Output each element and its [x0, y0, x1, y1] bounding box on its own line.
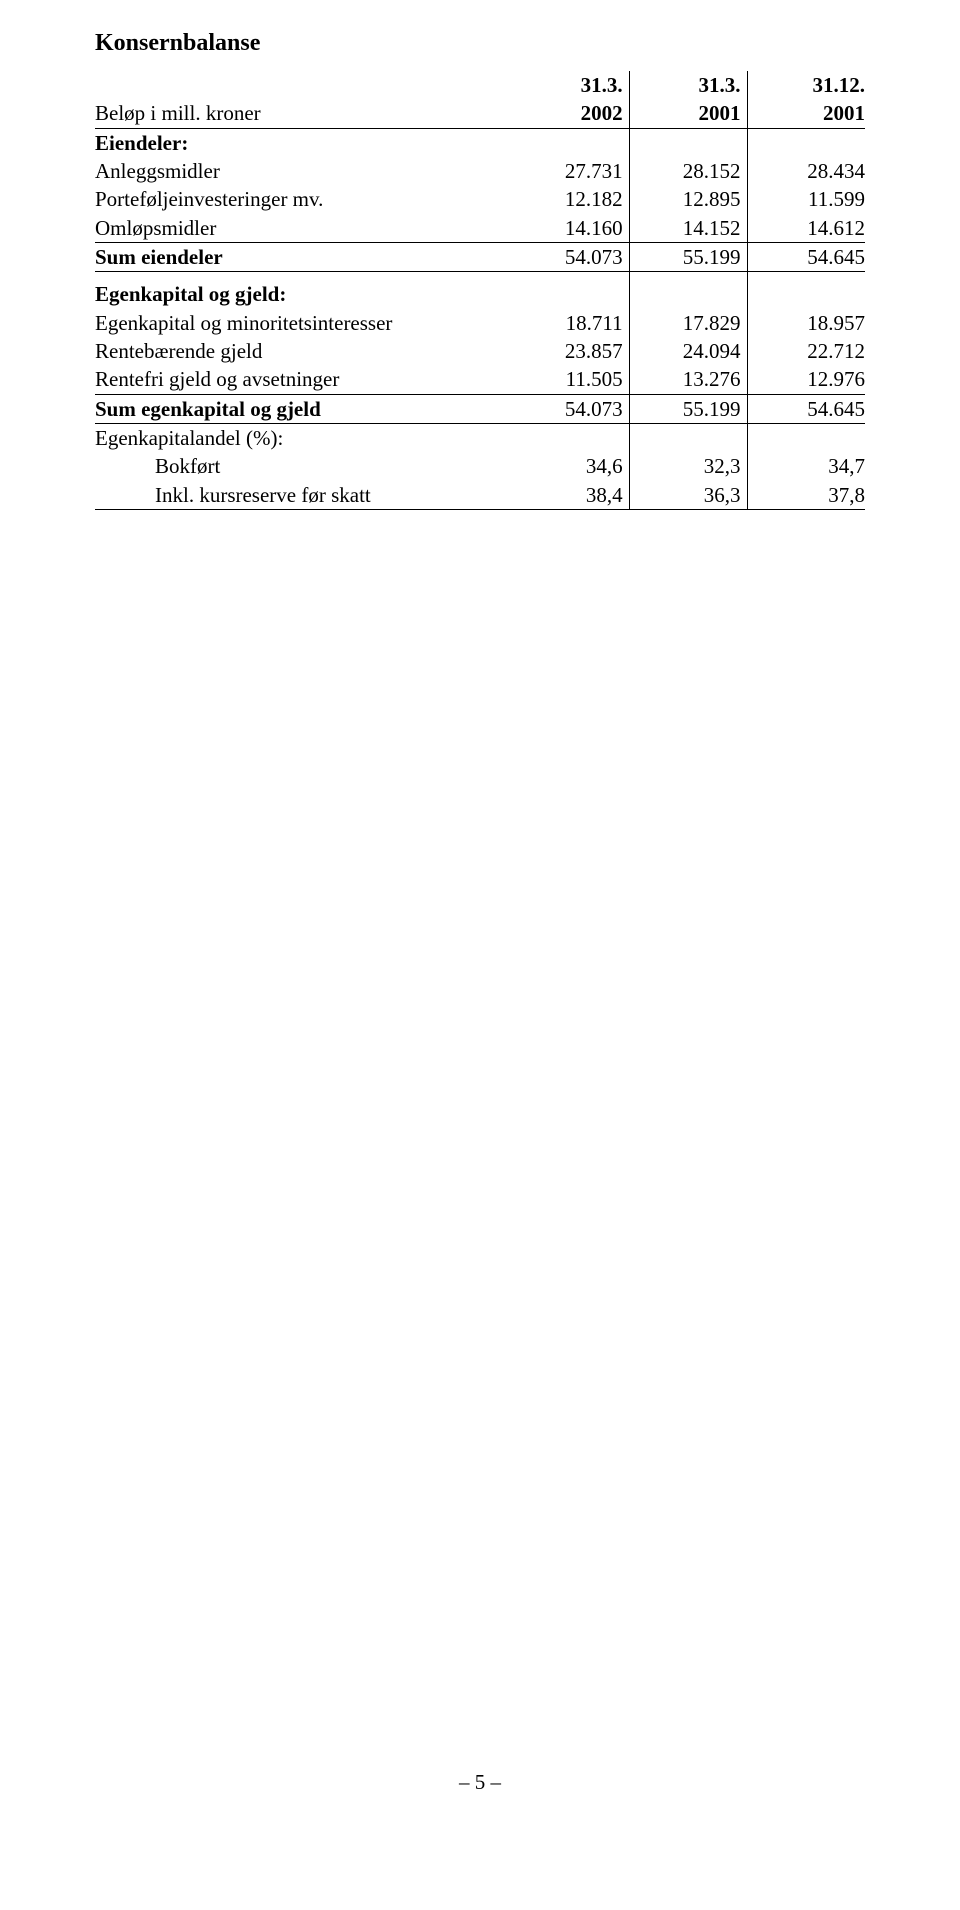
sum-assets-2: 55.199: [629, 243, 747, 272]
header-row-years: Beløp i mill. kroner 2002 2001 2001: [95, 99, 865, 128]
header-year-3: 2001: [747, 99, 865, 128]
ratio-header-label: Egenkapitalandel (%):: [95, 424, 511, 453]
row-val-2: 24.094: [629, 337, 747, 365]
header-date-1: 31.3.: [511, 71, 629, 99]
sum-equity-row: Sum egenkapital og gjeld 54.073 55.199 5…: [95, 394, 865, 423]
row-label: Bokført: [95, 452, 511, 480]
table-row: Rentefri gjeld og avsetninger 11.505 13.…: [95, 365, 865, 394]
row-val-3: 22.712: [747, 337, 865, 365]
row-label: Omløpsmidler: [95, 214, 511, 243]
row-val-3: 11.599: [747, 185, 865, 213]
row-val-1: 34,6: [511, 452, 629, 480]
row-val-2: 28.152: [629, 157, 747, 185]
row-val-2: 14.152: [629, 214, 747, 243]
sum-assets-row: Sum eiendeler 54.073 55.199 54.645: [95, 243, 865, 272]
sum-assets-1: 54.073: [511, 243, 629, 272]
row-val-3: 14.612: [747, 214, 865, 243]
row-val-1: 23.857: [511, 337, 629, 365]
table-row: Egenkapital og minoritetsinteresser 18.7…: [95, 309, 865, 337]
row-val-2: 36,3: [629, 481, 747, 510]
row-val-3: 28.434: [747, 157, 865, 185]
header-year-1: 2002: [511, 99, 629, 128]
sum-assets-3: 54.645: [747, 243, 865, 272]
header-units-label: Beløp i mill. kroner: [95, 99, 511, 128]
assets-section-header: Eiendeler:: [95, 128, 865, 157]
row-val-2: 17.829: [629, 309, 747, 337]
table-row: Anleggsmidler 27.731 28.152 28.434: [95, 157, 865, 185]
table-row: Inkl. kursreserve før skatt 38,4 36,3 37…: [95, 481, 865, 510]
sum-equity-1: 54.073: [511, 394, 629, 423]
equity-section-header: Egenkapital og gjeld:: [95, 280, 865, 308]
ratio-section-header: Egenkapitalandel (%):: [95, 424, 865, 453]
row-label: Rentebærende gjeld: [95, 337, 511, 365]
assets-header-label: Eiendeler:: [95, 128, 511, 157]
table-row: Bokført 34,6 32,3 34,7: [95, 452, 865, 480]
row-val-2: 13.276: [629, 365, 747, 394]
row-val-2: 32,3: [629, 452, 747, 480]
row-label: Egenkapital og minoritetsinteresser: [95, 309, 511, 337]
sum-assets-label: Sum eiendeler: [95, 243, 511, 272]
row-val-1: 12.182: [511, 185, 629, 213]
row-val-1: 11.505: [511, 365, 629, 394]
sum-equity-3: 54.645: [747, 394, 865, 423]
equity-header-label: Egenkapital og gjeld:: [95, 280, 511, 308]
header-date-2: 31.3.: [629, 71, 747, 99]
header-row-dates: 31.3. 31.3. 31.12.: [95, 71, 865, 99]
page-title: Konsernbalanse: [95, 30, 865, 57]
row-val-2: 12.895: [629, 185, 747, 213]
row-val-1: 14.160: [511, 214, 629, 243]
row-val-3: 12.976: [747, 365, 865, 394]
row-label: Anleggsmidler: [95, 157, 511, 185]
table-row: Omløpsmidler 14.160 14.152 14.612: [95, 214, 865, 243]
header-year-2: 2001: [629, 99, 747, 128]
row-label: Rentefri gjeld og avsetninger: [95, 365, 511, 394]
sum-equity-2: 55.199: [629, 394, 747, 423]
sum-equity-label: Sum egenkapital og gjeld: [95, 394, 511, 423]
row-val-3: 37,8: [747, 481, 865, 510]
page-number: – 5 –: [95, 1770, 865, 1795]
row-val-3: 34,7: [747, 452, 865, 480]
row-val-1: 38,4: [511, 481, 629, 510]
table-row: Rentebærende gjeld 23.857 24.094 22.712: [95, 337, 865, 365]
row-label: Porteføljeinvesteringer mv.: [95, 185, 511, 213]
balance-table: 31.3. 31.3. 31.12. Beløp i mill. kroner …: [95, 71, 865, 510]
header-date-3: 31.12.: [747, 71, 865, 99]
row-label: Inkl. kursreserve før skatt: [95, 481, 511, 510]
row-val-3: 18.957: [747, 309, 865, 337]
row-val-1: 27.731: [511, 157, 629, 185]
row-val-1: 18.711: [511, 309, 629, 337]
table-row: Porteføljeinvesteringer mv. 12.182 12.89…: [95, 185, 865, 213]
